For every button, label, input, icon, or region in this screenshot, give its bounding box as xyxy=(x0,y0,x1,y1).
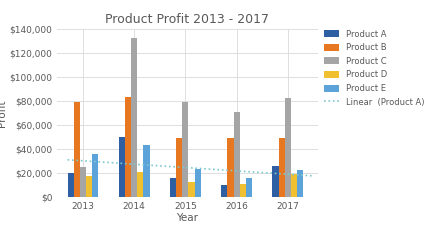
Linear  (Product A) xyxy=(311,174,316,177)
Bar xyxy=(92,154,98,197)
Bar xyxy=(137,172,143,197)
Bar xyxy=(182,102,188,197)
Bar xyxy=(67,173,74,197)
Linear  (Product A) xyxy=(66,158,71,161)
Bar xyxy=(143,145,149,197)
Linear  (Product A) xyxy=(272,172,277,175)
Bar xyxy=(131,38,137,197)
Bar xyxy=(188,182,194,197)
Bar xyxy=(125,97,131,197)
Linear  (Product A) xyxy=(211,168,217,171)
Linear  (Product A) xyxy=(215,168,220,171)
Linear  (Product A) xyxy=(288,173,293,176)
Bar xyxy=(86,176,92,197)
Bar xyxy=(176,138,182,197)
Bar xyxy=(119,137,125,197)
X-axis label: Year: Year xyxy=(176,213,198,223)
Line: Linear  (Product A): Linear (Product A) xyxy=(67,160,314,176)
Legend: Product A, Product B, Product C, Product D, Product E, Linear  (Product A): Product A, Product B, Product C, Product… xyxy=(324,30,424,107)
Bar xyxy=(194,169,201,197)
Bar xyxy=(228,138,234,197)
Bar xyxy=(291,174,297,197)
Linear  (Product A) xyxy=(210,168,216,171)
Bar xyxy=(285,98,291,197)
Bar xyxy=(239,184,246,197)
Title: Product Profit 2013 - 2017: Product Profit 2013 - 2017 xyxy=(105,13,269,26)
Bar xyxy=(170,178,176,197)
Y-axis label: Profit: Profit xyxy=(0,99,7,126)
Bar xyxy=(273,166,279,197)
Bar xyxy=(297,170,303,197)
Bar xyxy=(221,185,228,197)
Bar xyxy=(246,178,252,197)
Bar xyxy=(80,167,86,197)
Bar xyxy=(74,102,80,197)
Bar xyxy=(234,112,239,197)
Linear  (Product A) xyxy=(65,158,70,161)
Bar xyxy=(279,138,285,197)
